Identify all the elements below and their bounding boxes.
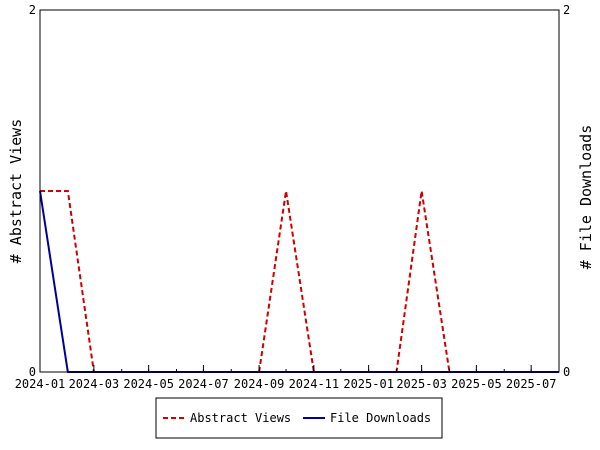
y-right-tick-label: 2 (563, 3, 570, 17)
y-left-tick-label: 2 (29, 3, 36, 17)
legend-label-file-downloads: File Downloads (330, 411, 431, 425)
legend-box (155, 397, 443, 439)
x-tick-label: 2025-01 (343, 377, 394, 391)
legend-label-abstract-views: Abstract Views (190, 411, 291, 425)
x-tick-label: 2024-07 (178, 377, 229, 391)
y-axes: 0 2 0 2 (29, 3, 570, 379)
x-tick-label: 2025-07 (506, 377, 557, 391)
plot-background (40, 10, 559, 372)
x-axis: 2024-01 2024-03 2024-05 2024-07 2024-09 2024-… (15, 365, 560, 391)
plot-frame (39, 9, 560, 373)
x-tick-label: 2025-03 (396, 377, 447, 391)
x-tick-label: 2024-05 (123, 377, 174, 391)
x-tick-label: 2024-09 (234, 377, 285, 391)
x-tick-label: 2024-03 (69, 377, 120, 391)
x-tick-label: 2025-05 (451, 377, 502, 391)
series-line-abstract-views (40, 190, 559, 373)
legend: Abstract Views File Downloads (155, 397, 443, 439)
x-tick-label: 2024-01 (15, 377, 66, 391)
y-right-tick-label: 0 (563, 365, 570, 379)
y-axis-left-title: # Abstract Views (7, 119, 25, 264)
y-axis-right-title: # File Downloads (577, 125, 595, 270)
y-left-tick-label: 0 (29, 365, 36, 379)
x-tick-label: 2024-11 (289, 377, 340, 391)
